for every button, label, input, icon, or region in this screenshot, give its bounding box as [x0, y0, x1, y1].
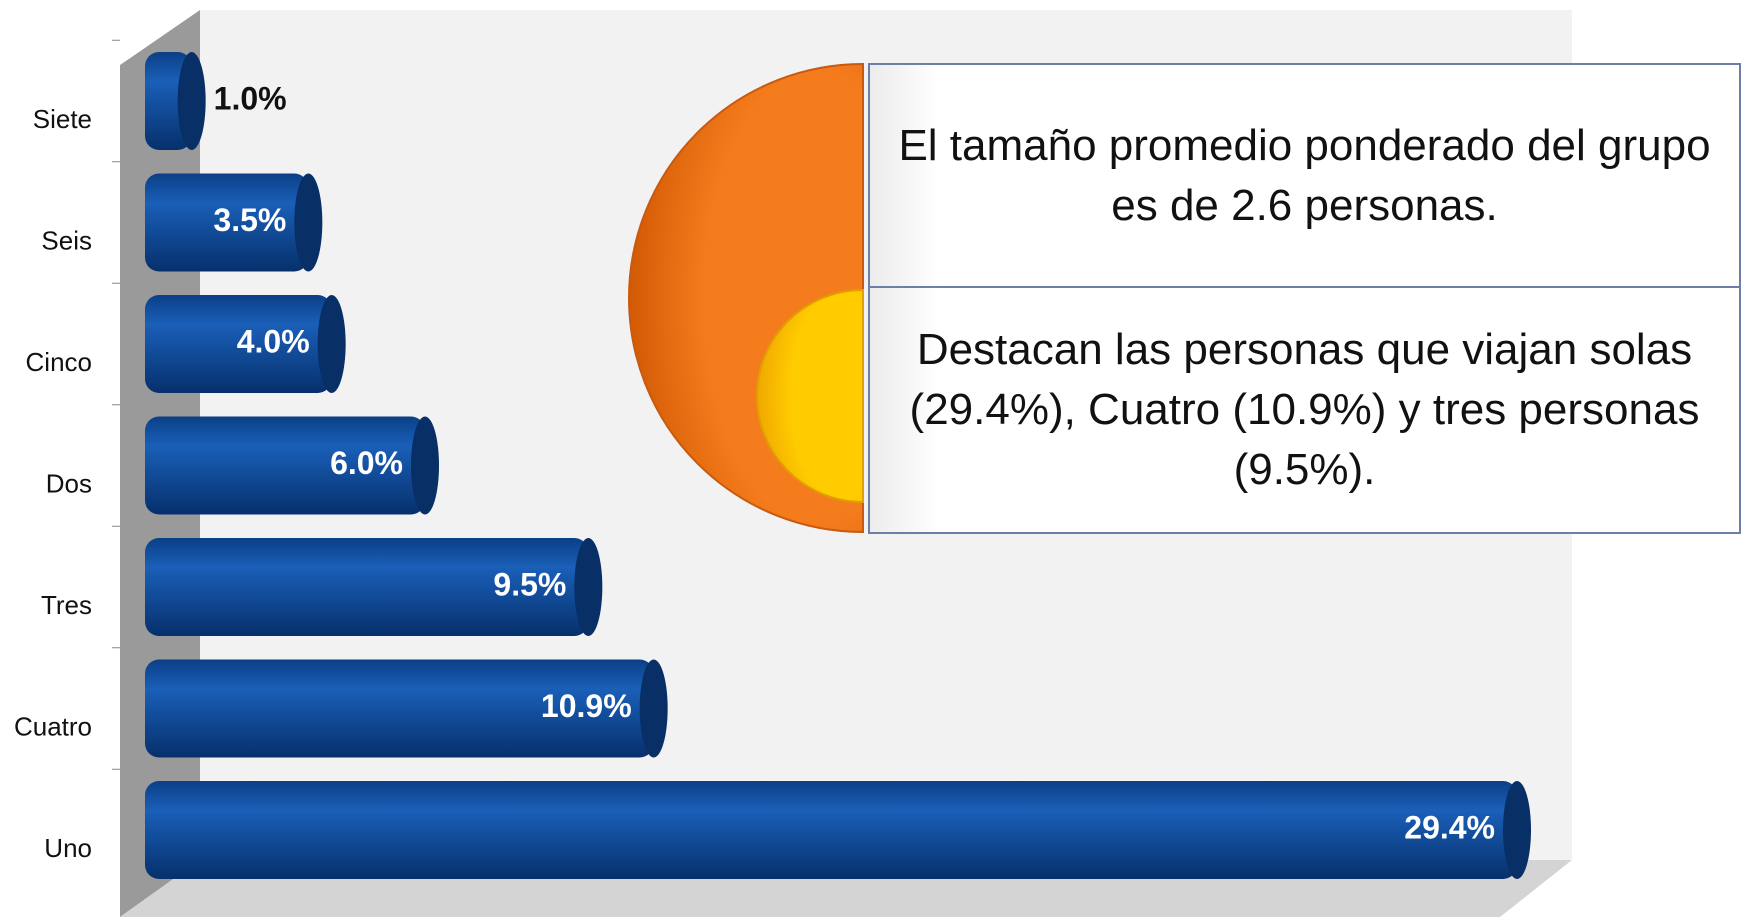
- y-tick-label: Uno: [44, 833, 92, 863]
- value-label: 3.5%: [213, 202, 286, 238]
- bar: [145, 781, 1517, 879]
- value-label: 6.0%: [330, 445, 403, 481]
- value-label: 9.5%: [493, 566, 566, 602]
- bar: [145, 659, 654, 758]
- bar-cap: [411, 416, 439, 515]
- bar-cap: [177, 52, 206, 150]
- bar-cap: [294, 173, 323, 272]
- bar-cap: [574, 538, 603, 636]
- yellow-shape: [756, 288, 864, 504]
- bar-cap: [639, 659, 668, 758]
- y-tick-label: Cinco: [26, 347, 92, 377]
- y-tick-label: Dos: [46, 468, 92, 498]
- value-label: 29.4%: [1404, 809, 1495, 845]
- y-tick-label: Seis: [41, 225, 92, 255]
- bar: [145, 295, 332, 393]
- annotation-box: Destacan las personas que viajan solas (…: [868, 286, 1741, 534]
- value-label: 1.0%: [214, 80, 287, 116]
- y-tick-label: Cuatro: [14, 711, 92, 741]
- value-label: 4.0%: [237, 323, 310, 359]
- bar-cap: [1503, 781, 1531, 879]
- bar: [145, 173, 309, 272]
- y-tick-label: Tres: [41, 590, 92, 620]
- bar: [145, 538, 589, 636]
- annotation-box: El tamaño promedio ponderado del grupo e…: [868, 63, 1741, 288]
- value-label: 10.9%: [541, 688, 632, 724]
- bar: [145, 416, 425, 515]
- y-tick-label: Siete: [33, 104, 92, 134]
- bar-cap: [317, 295, 346, 393]
